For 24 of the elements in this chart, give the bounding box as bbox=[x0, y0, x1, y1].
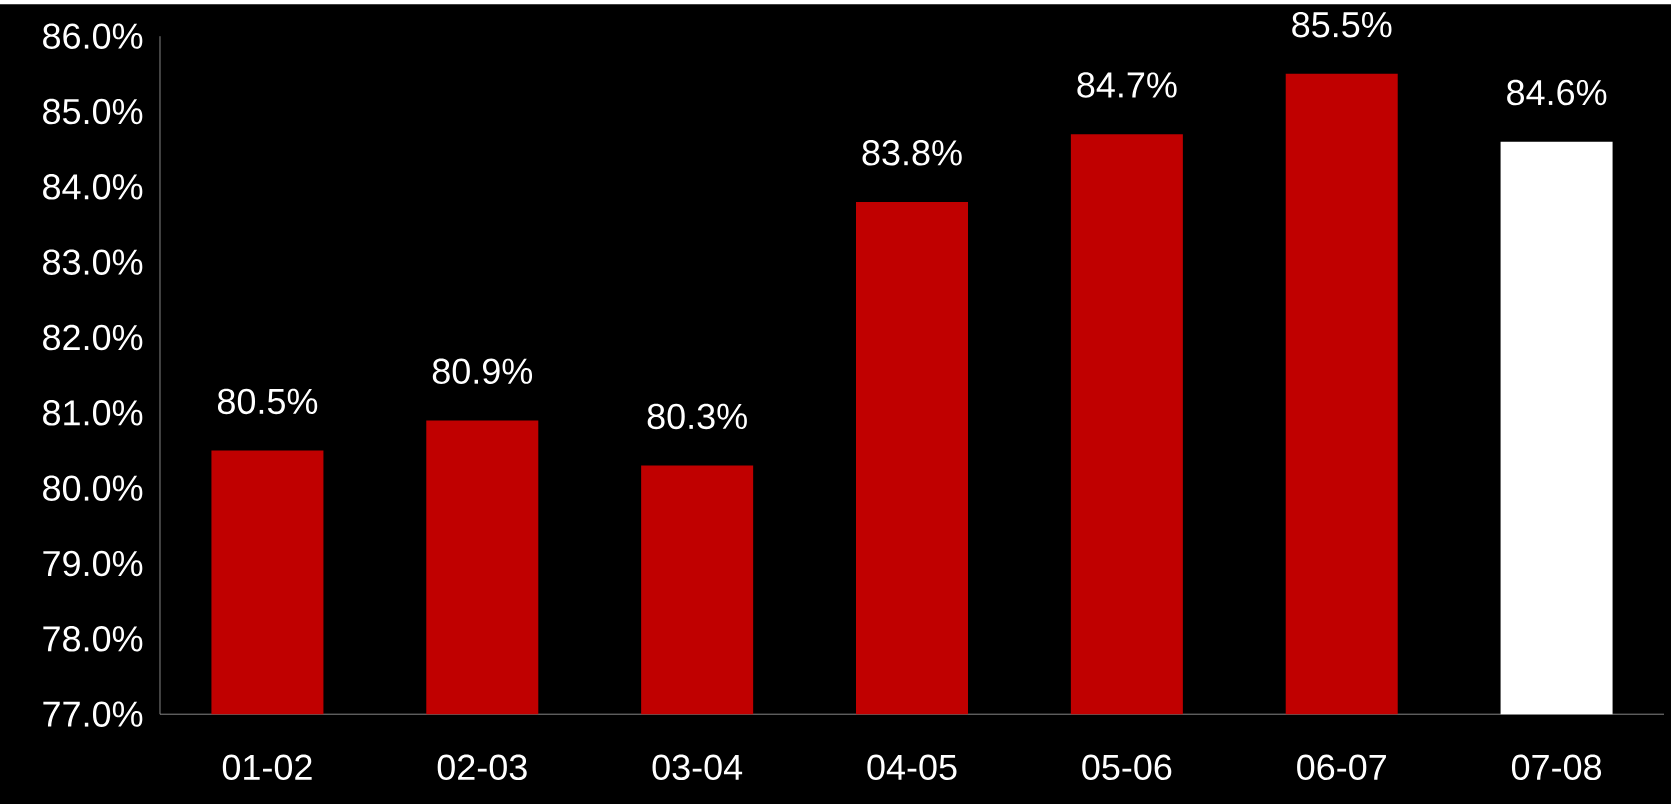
y-tick-label: 78.0% bbox=[43, 626, 143, 652]
x-tick-label: 05-06 bbox=[1082, 754, 1172, 780]
y-tick-label: 82.0% bbox=[43, 324, 143, 351]
x-tick-label: 03-04 bbox=[652, 754, 743, 780]
y-tick-label: 84.0% bbox=[43, 174, 143, 200]
y-tick-label: 85.0% bbox=[43, 98, 143, 125]
y-tick-label: 79.0% bbox=[43, 550, 143, 577]
x-tick-label: 02-03 bbox=[437, 754, 527, 780]
x-tick-label: 01-02 bbox=[222, 754, 312, 780]
data-label: 85.5% bbox=[1292, 11, 1392, 38]
data-label: 84.6% bbox=[1507, 79, 1607, 106]
x-tick-label: 07-08 bbox=[1511, 754, 1602, 780]
y-tick-label: 80.0% bbox=[43, 475, 143, 501]
y-tick-label: 77.0% bbox=[43, 701, 143, 727]
x-tick-label: 04-05 bbox=[867, 754, 957, 780]
y-tick-label: 86.0% bbox=[43, 23, 143, 49]
y-tick-label: 81.0% bbox=[43, 400, 143, 426]
data-label: 80.9% bbox=[432, 358, 533, 384]
data-label: 80.5% bbox=[217, 388, 318, 415]
y-tick-label: 83.0% bbox=[43, 249, 143, 275]
x-tick-label: 06-07 bbox=[1297, 754, 1386, 780]
data-label: 83.8% bbox=[862, 139, 962, 166]
data-label: 80.3% bbox=[647, 403, 747, 430]
data-label: 84.7% bbox=[1077, 72, 1177, 98]
